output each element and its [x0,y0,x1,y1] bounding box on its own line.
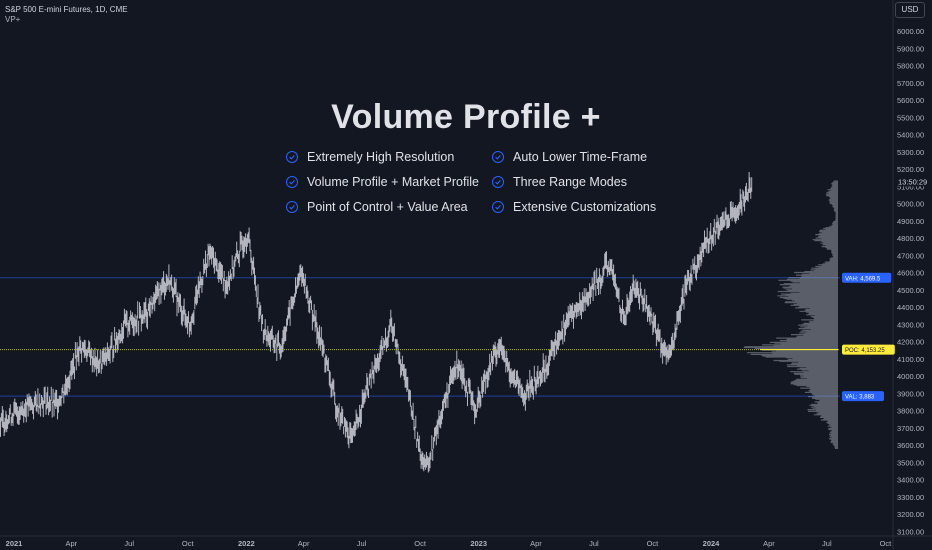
check-circle-icon [286,176,298,188]
price-tick-label: 4800.00 [897,234,924,243]
candles-series [0,172,753,473]
price-tick-label: 5700.00 [897,79,924,88]
volume-profile-histogram [743,180,838,449]
price-tick-label: 5200.00 [897,165,924,174]
check-circle-icon [286,201,298,213]
feature-label: Extremely High Resolution [307,150,455,164]
feature-item: Volume Profile + Market Profile [286,175,479,189]
time-tick-label: 2024 [703,539,721,548]
time-tick-label: Oct [880,539,893,548]
price-tick-label: 4300.00 [897,320,924,329]
feature-item: Auto Lower Time-Frame [492,150,647,164]
poc-tag-label: POC: 4,153.25 [845,348,885,354]
price-tick-label: 6000.00 [897,27,924,36]
time-tick-label: Jul [357,539,367,548]
price-tick-label: 4700.00 [897,251,924,260]
price-tick-label: 4600.00 [897,269,924,278]
time-tick-label: 2022 [238,539,255,548]
feature-item: Point of Control + Value Area [286,200,468,214]
feature-item: Extremely High Resolution [286,150,454,164]
price-tick-label: 5300.00 [897,148,924,157]
price-tick-label: 5400.00 [897,131,924,140]
val-tag-bg [842,391,884,402]
price-tick-label: 4500.00 [897,286,924,295]
headline: Volume Profile + [331,98,601,136]
price-tick-label: 3400.00 [897,476,924,485]
time-tick-label: Jul [822,539,832,548]
time-tick-label: Apr [298,539,310,548]
time-tick-label: Oct [414,539,427,548]
feature-item: Extensive Customizations [492,200,656,214]
price-axis[interactable]: 6000.00 5900.00 5800.00 5700.00 5600.00 5500.… [892,0,932,550]
check-circle-icon [492,201,504,213]
price-tick-label: 4100.00 [897,355,924,364]
check-circle-icon [492,176,504,188]
price-tick-label: 3600.00 [897,441,924,450]
val-tag-label: VAL: 3,883 [845,395,875,401]
price-tick-label: 3700.00 [897,424,924,433]
price-tick-label: 5100.00 [897,182,924,191]
time-tick-label: 2023 [470,539,487,548]
price-tick-label: 5900.00 [897,44,924,53]
poc-tag-bg [842,344,895,355]
feature-item: Three Range Modes [492,175,627,189]
time-tick-label: Jul [124,539,134,548]
profile-bars [743,180,838,449]
last-price-tag: 13:50:29 [895,176,932,187]
check-circle-icon [492,151,504,163]
feature-label: Three Range Modes [513,175,627,189]
feature-label: Point of Control + Value Area [307,200,468,214]
price-tick-label: 5500.00 [897,113,924,122]
chart-header: S&P 500 E-mini Futures, 1D, CME VP+ [5,5,128,25]
last-price-bg [895,176,932,187]
price-tick-label: 5600.00 [897,96,924,105]
feature-label: Extensive Customizations [513,200,657,214]
time-tick-label: Oct [647,539,660,548]
time-tick-label: 2021 [6,539,23,548]
time-tick-label: Apr [763,539,775,548]
vah-tag-label: VAH: 4,569.5 [845,276,881,282]
vah-tag: VAH: 4,569.5 [842,272,892,283]
val-tag: VAL: 3,883 [842,391,884,402]
time-axis[interactable]: 2021 Apr Jul Oct 2022 Apr Jul Oct 2023 Apr Jul Oct 2… [0,535,932,548]
price-tick-label: 4900.00 [897,217,924,226]
last-price-time: 13:50:29 [898,177,927,186]
price-tick-label: 3100.00 [897,527,924,536]
candle-wicks [0,172,753,473]
price-tick-label: 5000.00 [897,200,924,209]
feature-label: Auto Lower Time-Frame [513,150,648,164]
volume-profile-levels: VAH: 4,569.5 POC: 4,153.25 VAL: 3,883 [0,272,895,402]
time-tick-label: Apr [530,539,542,548]
symbol-title[interactable]: S&P 500 E-mini Futures, 1D, CME [5,5,128,14]
time-tick-label: Oct [182,539,195,548]
vah-tag-bg [842,272,892,283]
price-tick-label: 5800.00 [897,62,924,71]
price-tick-label: 4200.00 [897,338,924,347]
price-tick-label: 3500.00 [897,458,924,467]
poc-tag: POC: 4,153.25 [842,344,895,355]
price-tick-label: 3300.00 [897,493,924,502]
currency-button[interactable]: USD [895,2,925,18]
time-tick-label: Apr [65,539,77,548]
feature-label: Volume Profile + Market Profile [307,175,479,189]
check-circle-icon [286,151,298,163]
price-tick-label: 3200.00 [897,510,924,519]
price-tick-label: 3900.00 [897,389,924,398]
price-tick-label: 4400.00 [897,303,924,312]
indicator-label[interactable]: VP+ [5,15,21,24]
price-tick-label: 3800.00 [897,407,924,416]
price-tick-label: 4000.00 [897,372,924,381]
time-tick-label: Jul [589,539,599,548]
